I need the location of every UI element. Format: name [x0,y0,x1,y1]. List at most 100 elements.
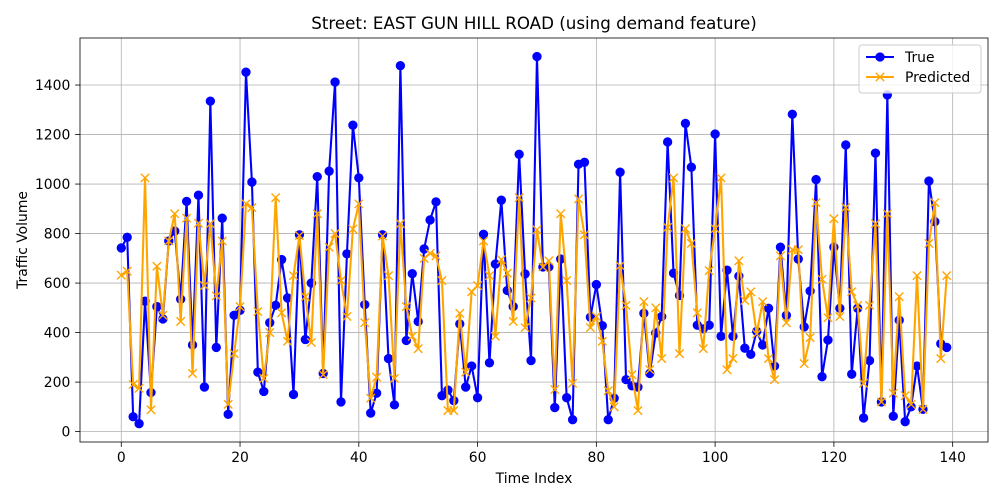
true-point [217,213,227,223]
predicted-point [722,365,732,375]
predicted-line [120,176,948,412]
true-point [134,419,144,429]
true-point [437,391,447,401]
true-point [858,413,869,423]
y-tick-label: 600 [44,276,71,292]
predicted-point [728,353,738,364]
predicted-point [306,337,316,348]
predicted-point [312,209,322,219]
predicted-point [152,261,162,271]
true-point [591,279,602,290]
predicted-point [799,358,809,369]
predicted-point [496,254,507,265]
true-point [864,355,875,366]
predicted-point [407,331,417,341]
true-point [728,331,738,341]
predicted-point [858,378,869,388]
true-point [615,167,625,177]
true-point [205,96,216,106]
predicted-point [472,280,483,291]
predicted-point [734,256,744,266]
predicted-point [377,231,388,241]
true-point [924,176,934,186]
predicted-point [591,311,602,322]
predicted-point [544,256,554,266]
y-tick-label: 1200 [35,128,70,144]
true-point [526,355,536,366]
predicted-point [870,218,881,229]
true-point [847,369,857,379]
predicted-point [793,244,803,255]
true-point [478,229,489,239]
true-point [259,386,269,397]
predicted-point [383,270,394,281]
true-point [354,173,364,183]
predicted-point [811,197,821,208]
x-axis-label: Time Index [495,471,573,487]
true-point [383,353,394,364]
predicted-point [680,223,691,234]
predicted-point [716,173,726,183]
predicted-point [502,268,512,278]
predicted-point [686,238,697,249]
predicted-point [835,311,845,322]
predicted-point [763,353,774,364]
true-point [175,294,186,304]
predicted-point [223,399,233,410]
legend-entry-true: True [866,50,935,66]
predicted-point [170,209,180,219]
predicted-point [692,308,702,318]
true-point [550,402,560,413]
predicted-point [906,399,916,410]
predicted-point [431,251,441,261]
predicted-point [769,374,780,385]
y-tick-label: 800 [44,227,71,243]
predicted-point [348,224,358,234]
predicted-point [413,344,423,354]
predicted-point [324,242,334,252]
true-point [300,334,311,345]
true-point [431,197,441,207]
predicted-point [455,308,465,318]
predicted-point [597,336,607,346]
predicted-point [603,386,613,396]
predicted-point [140,173,150,183]
predicted-point [366,393,376,403]
predicted-point [829,214,839,224]
predicted-point [401,301,411,312]
true-point [401,335,411,346]
predicted-point [864,300,875,311]
predicted-point [211,291,221,301]
true-point [746,349,756,360]
predicted-point [425,248,435,259]
predicted-point [508,316,518,327]
true-point [942,342,952,353]
predicted-point [781,318,792,328]
true-point [490,259,501,269]
predicted-point [478,236,489,246]
predicted-point [585,322,596,333]
x-tick-label: 0 [117,450,126,466]
predicted-point [116,270,126,280]
series-layer [116,51,952,429]
predicted-point [300,292,311,302]
predicted-point [930,197,940,208]
predicted-point [882,209,893,219]
true-point [152,301,162,312]
y-tick-label: 1000 [35,177,70,193]
true-point [532,51,542,62]
predicted-point [354,199,364,209]
predicted-point [253,306,263,317]
y-tick-label: 1400 [35,78,70,94]
predicted-point [461,367,471,377]
predicted-point [900,391,910,401]
predicted-point [609,402,619,412]
true-point [181,196,192,207]
true-point [579,157,590,167]
predicted-point [229,348,239,359]
predicted-point [662,222,673,233]
legend-marker-true [875,52,885,62]
predicted-point [579,230,590,240]
